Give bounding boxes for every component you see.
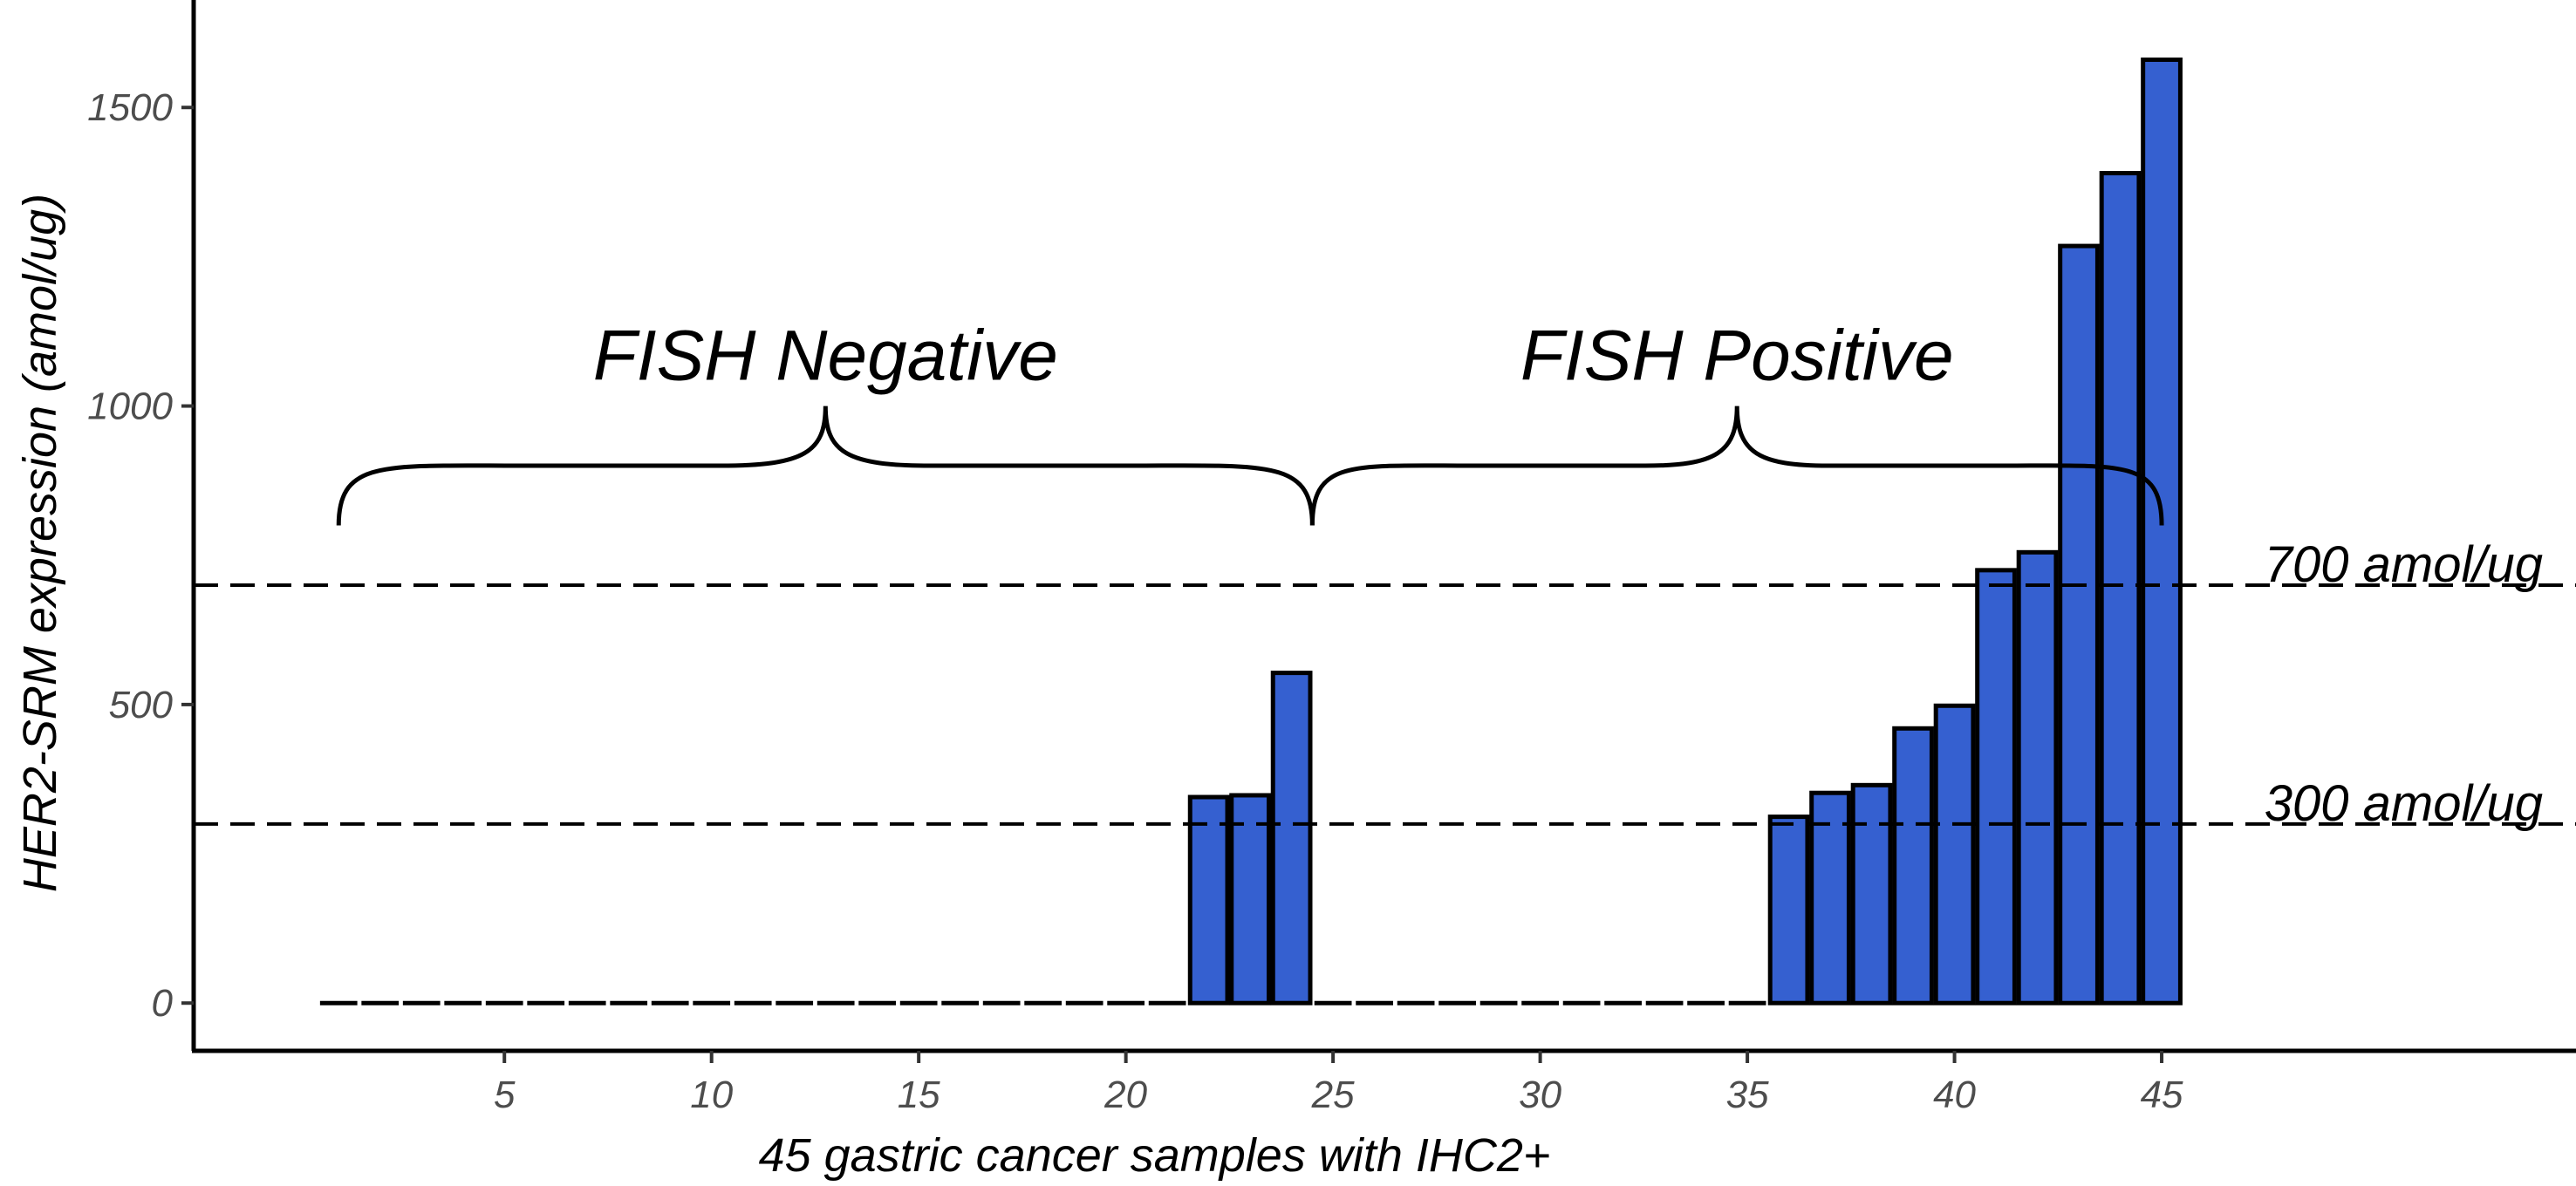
bar bbox=[1270, 671, 1313, 1005]
reference-lines-layer: 700 amol/ug 300 amol/ug bbox=[194, 536, 2576, 832]
x-tick-label: 45 bbox=[2141, 1074, 2183, 1116]
x-tick-label: 35 bbox=[1726, 1074, 1769, 1116]
group-brace bbox=[1309, 406, 2164, 526]
y-tick-label: 0 bbox=[152, 982, 174, 1025]
y-tick-label: 1000 bbox=[87, 385, 173, 428]
group-brace bbox=[336, 406, 1315, 526]
bar bbox=[2058, 243, 2100, 1005]
bar bbox=[1975, 568, 2017, 1005]
bar bbox=[1892, 726, 1934, 1005]
bar bbox=[1187, 794, 1230, 1005]
bar bbox=[1229, 793, 1272, 1005]
x-axis-title: 45 gastric cancer samples with IHC2+ bbox=[759, 1129, 1551, 1182]
bar bbox=[2016, 549, 2059, 1005]
y-axis-title: HER2-SRM expression (amol/ug) bbox=[14, 194, 66, 892]
y-tick-label: 1500 bbox=[87, 86, 173, 129]
reference-line-label: 700 amol/ug bbox=[2265, 536, 2543, 593]
bar bbox=[1809, 790, 1851, 1005]
bar bbox=[1933, 703, 1976, 1005]
group-label: FISH Negative bbox=[593, 317, 1058, 396]
group-label: FISH Positive bbox=[1520, 317, 1954, 396]
reference-line-label: 300 amol/ug bbox=[2265, 775, 2543, 832]
y-tick-label: 500 bbox=[109, 684, 174, 726]
x-tick-label: 25 bbox=[1311, 1074, 1355, 1116]
x-tick-label: 15 bbox=[898, 1074, 940, 1116]
bar bbox=[1767, 815, 1810, 1005]
x-tick-label: 30 bbox=[1519, 1074, 1561, 1116]
x-tick-label: 40 bbox=[1933, 1074, 1976, 1116]
x-tick-label: 5 bbox=[494, 1074, 516, 1116]
x-tick-label: 20 bbox=[1104, 1074, 1147, 1116]
group-braces-layer: FISH Negative FISH Positive bbox=[336, 317, 2164, 526]
bars-layer bbox=[1187, 57, 2183, 1005]
axes-layer: 0 500 1000 1500 5 10 15 20 25 30 35 40 45 bbox=[87, 0, 2576, 1116]
bar bbox=[2141, 57, 2183, 1005]
bar bbox=[1850, 782, 1893, 1005]
bar bbox=[2099, 171, 2142, 1005]
x-tick-label: 10 bbox=[690, 1074, 733, 1116]
